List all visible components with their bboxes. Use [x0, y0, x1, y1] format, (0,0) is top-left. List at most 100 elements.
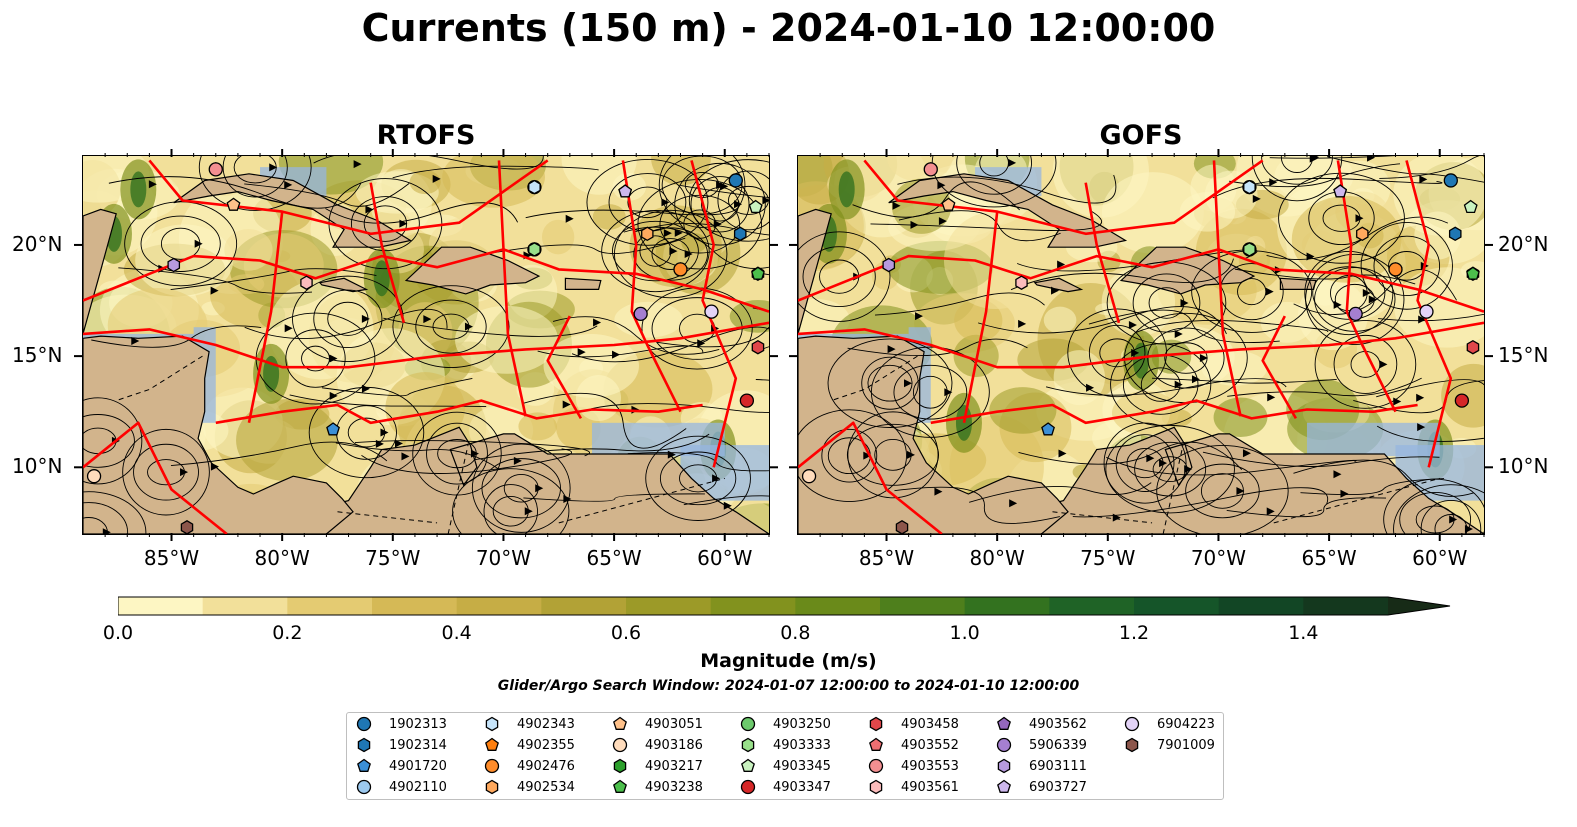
legend-item: 6903111: [995, 756, 1087, 776]
lon-tick-label: 70°W: [475, 546, 532, 570]
legend-marker: [356, 716, 372, 732]
float-marker: [1333, 184, 1348, 198]
legend-item: 6903727: [995, 777, 1087, 797]
legend-label: 4903552: [901, 737, 959, 753]
legend-item: 4903347: [739, 777, 831, 797]
legend-item: 4903553: [867, 756, 959, 776]
colorbar-tick-label: 0.8: [780, 622, 811, 644]
float-marker: [1466, 339, 1480, 355]
legend-item: 4903552: [867, 735, 959, 755]
legend-marker: [997, 716, 1011, 730]
float-marker: [882, 257, 896, 273]
legend-marker: [613, 758, 627, 774]
legend-marker-shape: [485, 737, 499, 751]
float-marker: [633, 306, 648, 322]
float-marker: [208, 162, 223, 177]
float-marker: [641, 226, 654, 242]
lon-tick-label: 65°W: [586, 546, 642, 570]
legend-item: 1902313: [355, 714, 447, 734]
lat-tick-label-right: 10°N: [1498, 454, 1549, 479]
legend-label: 4902355: [517, 737, 575, 753]
legend-label: 4902110: [389, 779, 447, 795]
float-marker: [1243, 179, 1256, 195]
float-marker: [1466, 266, 1480, 280]
legend-label: 4902343: [517, 716, 575, 732]
lon-tick-label: 85°W: [858, 546, 915, 570]
legend-marker: [996, 737, 1012, 753]
float-marker: [1419, 304, 1434, 319]
legend-item: 4903458: [867, 714, 959, 734]
float-marker: [1243, 242, 1256, 257]
lon-tick-label: 85°W: [143, 546, 200, 570]
float-marker: [941, 197, 956, 211]
float-marker: [226, 197, 241, 211]
legend-item: 4902355: [483, 735, 575, 755]
legend-marker: [741, 758, 755, 772]
colorbar-label: Magnitude (m/s): [700, 650, 877, 672]
legend-marker: [1124, 716, 1140, 732]
colorbar: [117, 596, 1453, 622]
float-marker: [748, 199, 763, 214]
colorbar-segment: [1218, 597, 1304, 615]
search-window-text: Glider/Argo Search Window: 2024-01-07 12…: [497, 678, 1080, 694]
legend-label: 4903345: [773, 758, 831, 774]
float-marker: [1454, 393, 1470, 408]
legend-marker-shape: [484, 758, 500, 774]
float-marker: [326, 422, 340, 436]
float-marker: [167, 257, 181, 273]
legend-item: 4903238: [611, 777, 703, 797]
lat-tick-label-left: 10°N: [12, 454, 63, 479]
lat-tick-label-left: 15°N: [12, 342, 63, 367]
legend-marker-shape: [485, 779, 499, 795]
colorbar-segment: [1049, 597, 1135, 615]
float-marker: [1015, 275, 1028, 290]
panel-title-gofs: GOFS: [1099, 120, 1183, 151]
lon-tick-label: 75°W: [1080, 546, 1136, 570]
legend-marker-shape: [868, 758, 884, 774]
legend-marker: [612, 737, 628, 753]
float-marker: [1348, 306, 1363, 322]
float-marker: [1356, 226, 1369, 242]
lat-tick-label-left: 20°N: [12, 231, 63, 256]
legend-label: 4903458: [901, 716, 959, 732]
float-marker: [618, 184, 633, 198]
float-marker: [739, 393, 755, 408]
legend-item: 6904223: [1123, 714, 1215, 734]
legend-label: 5906339: [1029, 737, 1087, 753]
colorbar-segment: [880, 597, 966, 615]
legend-marker-shape: [356, 716, 372, 732]
lat-tick-label-right: 15°N: [1498, 342, 1549, 367]
lon-tick-label: 60°W: [1412, 546, 1468, 570]
colorbar-tick-label: 1.0: [949, 622, 980, 644]
colorbar-segment: [710, 597, 796, 615]
colorbar-segment: [202, 597, 288, 615]
legend-marker: [357, 758, 371, 772]
float-marker: [528, 179, 541, 195]
float-marker: [528, 242, 541, 257]
legend-marker: [485, 716, 499, 732]
colorbar-segment: [795, 597, 881, 615]
colorbar-tick-label: 0.6: [610, 622, 642, 644]
legend-marker: [613, 779, 627, 793]
legend-marker-shape: [997, 716, 1011, 730]
colorbar-tick-label: 1.4: [1288, 622, 1319, 644]
float-marker: [728, 173, 743, 188]
colorbar-tick-label: 0.4: [441, 622, 472, 644]
legend-marker-shape: [613, 758, 627, 774]
colorbar-segment: [287, 597, 373, 615]
legend-item: 4903250: [739, 714, 831, 734]
lon-tick-label: 75°W: [365, 546, 421, 570]
legend-marker-shape: [740, 716, 756, 732]
legend-marker-shape: [357, 758, 371, 772]
colorbar-segment: [372, 597, 458, 615]
lon-tick-label: 80°W: [254, 546, 310, 570]
colorbar-segment: [118, 597, 204, 615]
legend-item: 4902110: [355, 777, 447, 797]
legend-marker-shape: [741, 758, 755, 772]
legend-label: 4903333: [773, 737, 831, 753]
legend-label: 4903250: [773, 716, 831, 732]
colorbar-extend-arrow: [1388, 597, 1450, 615]
lat-tick-label-right: 20°N: [1498, 231, 1549, 256]
legend-marker: [613, 716, 627, 730]
panel-title-rtofs: RTOFS: [376, 120, 476, 151]
